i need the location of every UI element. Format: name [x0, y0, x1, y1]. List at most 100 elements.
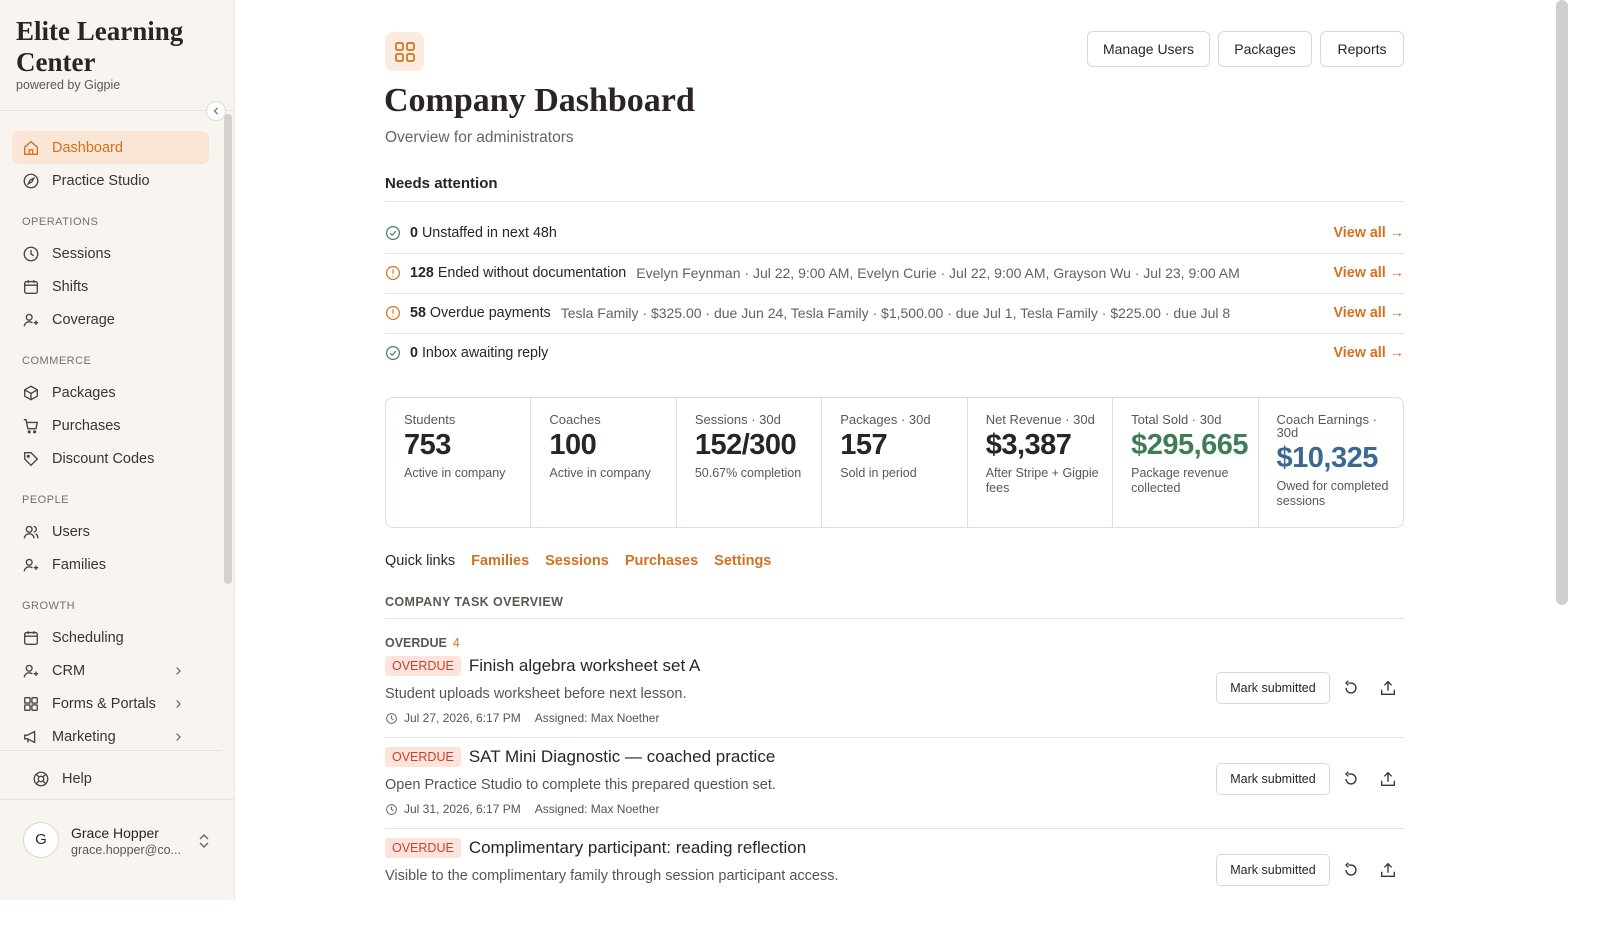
attention-row: 0 Unstaffed in next 48h View all →	[385, 213, 1404, 253]
nav-item[interactable]: Discount Codes	[12, 442, 209, 475]
task: OVERDUE Finish algebra worksheet set A Stu…	[385, 656, 1404, 747]
icon	[24, 730, 36, 743]
task-group: OVERDUE 4	[385, 636, 460, 650]
task-meta: Jul 27, 2026, 6:17 PM Assigned: Max Noeth…	[385, 711, 1404, 725]
stat-value: 152/300	[694, 429, 797, 461]
nav: Dashboard Practice Studio OPERATIONS Sessio…	[12, 131, 209, 753]
upload-button[interactable]	[1379, 770, 1397, 788]
nav-label: Help	[62, 770, 92, 787]
page-scrollbar	[1556, 0, 1568, 605]
mark-submitted-button[interactable]: Mark submitted	[1216, 763, 1330, 795]
reset-button[interactable]	[1342, 679, 1360, 697]
stat-card: Students 753 Active in company	[386, 398, 530, 527]
task-head: OVERDUE SAT Mini Diagnostic — coached pra…	[385, 747, 1404, 767]
icon	[23, 558, 39, 571]
nav-label: Scheduling	[52, 629, 124, 646]
page-title: Company Dashboard	[384, 82, 695, 119]
nav-item[interactable]: Coverage	[12, 303, 209, 336]
nav-item[interactable]: Sessions	[12, 237, 209, 270]
avatar[interactable]: G	[23, 822, 59, 858]
task-head: OVERDUE Finish algebra worksheet set A	[385, 656, 1404, 676]
stat-card: Net Revenue · 30d $3,387 After Stripe + Gi…	[966, 398, 1112, 527]
attention-label: Inbox awaiting reply	[421, 345, 549, 361]
upload-button[interactable]	[1379, 861, 1397, 879]
nav-item[interactable]: Users	[12, 515, 209, 548]
stat-value: 100	[549, 429, 597, 461]
nav-label: Shifts	[52, 278, 89, 295]
task-description: Visible to the complimentary family thro…	[385, 868, 839, 884]
view-all-link[interactable]: View all →	[1333, 265, 1404, 281]
quick-link[interactable]: Purchases	[624, 553, 699, 569]
mark-submitted-button[interactable]: Mark submitted	[1216, 672, 1330, 704]
task-assignee: Assigned: Max Noether	[534, 802, 660, 816]
icon	[24, 140, 38, 155]
user-menu[interactable]	[196, 832, 212, 850]
nav-label: Sessions	[52, 245, 111, 262]
nav-section: GROWTH	[22, 600, 76, 612]
view-all-link[interactable]: View all →	[1333, 225, 1404, 241]
icon	[23, 664, 39, 677]
header-button[interactable]: Packages	[1218, 31, 1312, 67]
group-count: 4	[452, 636, 460, 650]
quick-link[interactable]: Settings	[714, 553, 772, 569]
attention-label: Ended without documentation	[437, 265, 627, 281]
stat-label: Sessions · 30d	[694, 412, 781, 427]
view-all-link[interactable]: View all →	[1333, 305, 1404, 321]
nav-section: PEOPLE	[22, 494, 70, 506]
stat-label: Packages · 30d	[840, 412, 931, 427]
nav-item[interactable]: Practice Studio	[12, 164, 209, 197]
scrollbar	[224, 114, 232, 584]
stat-value: 753	[404, 429, 451, 461]
stat-value: $295,665	[1131, 429, 1249, 461]
mark-submitted-button[interactable]: Mark submitted	[1216, 854, 1330, 886]
nav-label: Packages	[52, 384, 116, 401]
nav-item[interactable]: Forms & Portals	[12, 687, 209, 720]
reset-button[interactable]	[1342, 770, 1360, 788]
attention-detail: Evelyn Feynman · Jul 22, 9:00 AM, Evelyn…	[636, 265, 1240, 281]
nav-item[interactable]: Purchases	[12, 409, 209, 442]
nav-label: Marketing	[52, 728, 116, 745]
user-name: Grace Hopper	[71, 825, 159, 841]
nav-item[interactable]: Scheduling	[12, 621, 209, 654]
reset-button[interactable]	[1342, 861, 1360, 879]
nav-item[interactable]: Marketing	[12, 720, 209, 753]
task-title: SAT Mini Diagnostic — coached practice	[468, 747, 776, 766]
stat-note: Sold in period	[840, 466, 917, 480]
attention-row: 0 Inbox awaiting reply View all →	[385, 333, 1404, 373]
nav-item[interactable]: Packages	[12, 376, 209, 409]
collapse-button[interactable]	[206, 101, 226, 121]
task: OVERDUE Complimentary participant: readin…	[385, 838, 1404, 929]
task-title: Complimentary participant: reading refle…	[468, 838, 807, 857]
quick-link[interactable]: Sessions	[545, 553, 609, 569]
powered-by: powered by Gigpie	[16, 78, 121, 92]
page: Elite Learning Center powered by Gigpie …	[0, 0, 1568, 900]
divider	[0, 799, 234, 800]
stat-card: Coaches 100 Active in company	[530, 398, 675, 527]
stat-label: Total Sold · 30d	[1131, 412, 1222, 427]
stat-note: Package revenue collected	[1131, 466, 1229, 495]
nav-label: Discount Codes	[52, 450, 155, 467]
quick-link[interactable]: Families	[471, 553, 530, 569]
header-button[interactable]: Reports	[1320, 31, 1404, 67]
nav-item[interactable]: CRM	[12, 654, 209, 687]
nav-item[interactable]: Help	[22, 762, 256, 795]
view-all-link[interactable]: View all →	[1333, 345, 1404, 361]
header-button[interactable]: Manage Users	[1087, 31, 1210, 67]
task-assignee: Assigned: Max Noether	[534, 711, 660, 725]
icon	[23, 313, 39, 326]
stat-value: 157	[840, 429, 888, 461]
task-title: Finish algebra worksheet set A	[468, 656, 701, 675]
divider	[385, 201, 1404, 202]
icon	[24, 696, 38, 711]
nav-label: Users	[52, 523, 90, 540]
stat-card: Coach Earnings · 30d $10,325 Owed for comp…	[1257, 398, 1403, 527]
task-head: OVERDUE Complimentary participant: readin…	[385, 838, 1404, 858]
nav-item[interactable]: Dashboard	[12, 131, 209, 164]
attention-row: 58 Overdue payments Tesla Family · $325.00…	[385, 293, 1404, 333]
nav-label: Dashboard	[52, 139, 123, 156]
nav-item[interactable]: Families	[12, 548, 209, 581]
attention-count: 0	[410, 225, 418, 241]
nav-item[interactable]: Shifts	[12, 270, 209, 303]
attention-label: Overdue payments	[429, 305, 551, 321]
upload-button[interactable]	[1379, 679, 1397, 697]
